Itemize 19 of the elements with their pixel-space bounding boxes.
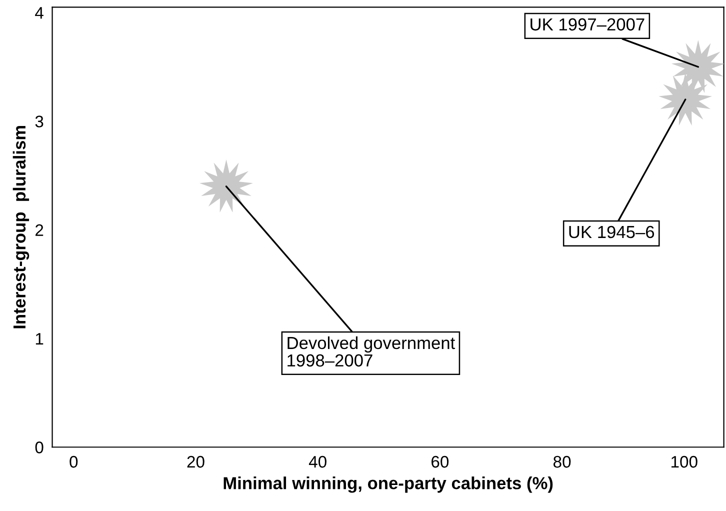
annotation: UK 1945–6 <box>569 226 654 238</box>
x-tick-label: 60 <box>432 456 449 468</box>
x-tick-label: 20 <box>187 456 204 468</box>
x-axis-title: Minimal winning, one-party cabinets (%) <box>224 476 553 493</box>
point <box>200 160 253 213</box>
x-tick-label: 0 <box>70 456 78 468</box>
annotation: UK 1997–2007 <box>530 18 644 31</box>
y-tick-label: 3 <box>35 116 44 128</box>
y-tick-label: 0 <box>35 442 44 454</box>
y-tick-label: 4 <box>35 7 44 19</box>
point <box>658 72 712 126</box>
y-tick-label: 2 <box>36 224 44 236</box>
y-axis-title: Interest-group pluralism <box>12 126 30 328</box>
x-tick-label: 80 <box>553 456 571 468</box>
x-tick-label: 40 <box>308 456 326 468</box>
annotation: Devolved government 1998–2007 <box>288 336 456 367</box>
y-tick-label: 1 <box>36 333 44 345</box>
x-tick-label: 100 <box>672 456 698 468</box>
point <box>671 40 724 94</box>
